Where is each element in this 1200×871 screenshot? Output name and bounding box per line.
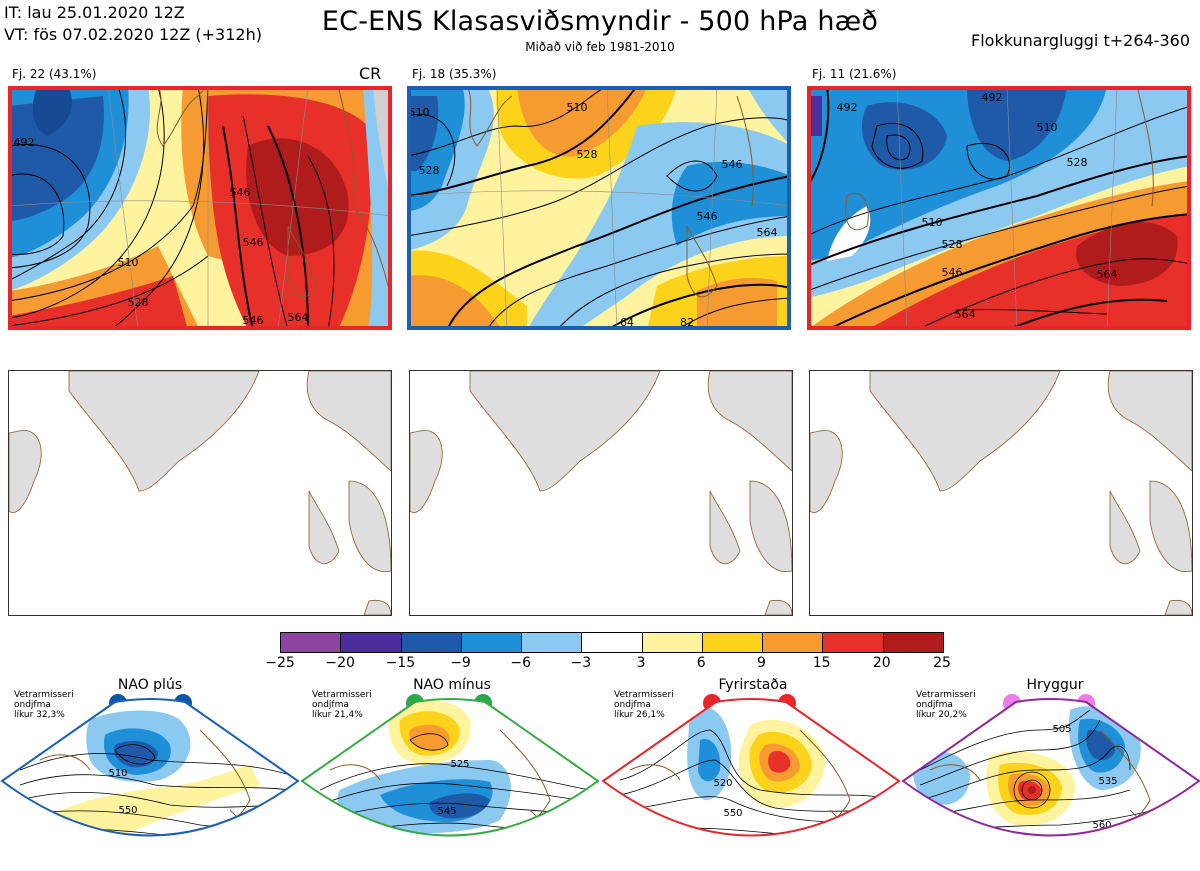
cluster-map-2[interactable]: 510 510 528 528 546 564 546 64 82 [407,86,791,330]
regime-map-nao-plus: 510 550 [0,698,300,837]
regime-1-note: Vetrarmisseri ondjfma líkur 32,3% [14,690,74,720]
colorbar-tick: −20 [325,655,355,671]
contour-label: 528 [128,296,149,309]
regime-4-title: Hryggur [1026,677,1084,693]
colorbar-tick: 15 [812,655,831,671]
contour-label: 528 [942,238,963,251]
contour-label: 564 [955,308,976,321]
panel-2-border [407,86,791,330]
colorbar-swatch [883,633,943,652]
colorbar-tick: 20 [872,655,891,671]
colorbar-tick: 3 [636,655,646,671]
contour-label: 492 [982,91,1003,104]
regime-label: 545 [437,806,456,817]
regime-fans: 510 550 52 [0,698,1200,849]
contour-label: 492 [837,101,858,114]
regime-map-ridge: 505 535 560 [901,698,1200,837]
regime-4-note: Vetrarmisseri ondjfma líkur 20,2% [916,690,976,720]
colorbar-tick: −25 [265,655,295,671]
colorbar-swatch [582,633,643,652]
regime-label: 510 [108,768,127,779]
contour-label: 528 [1067,156,1088,169]
initial-time: IT: lau 25.01.2020 12Z [4,3,185,22]
regime-map-blocking: 520 550 560 [601,698,901,837]
valid-time: VT: fös 07.02.2020 12Z (+312h) [4,25,262,44]
colorbar-tick: −6 [510,655,532,671]
contour-label: 546 [942,266,963,279]
cluster-map-3[interactable]: 492 510 528 510 528 546 564 564 492 [807,86,1191,330]
panel-3-border [807,86,1191,330]
colorbar-tick: 9 [756,655,766,671]
colorbar-swatch [281,633,342,652]
regime-label: 525 [450,759,469,770]
contour-label: 510 [567,101,588,114]
colorbar-swatch [522,633,583,652]
contour-label: 564 [1097,268,1118,281]
panel-1-tag: CR [359,64,382,83]
colorbar-swatch [763,633,824,652]
contour-label: 492 [14,136,35,149]
contour-label: 546 [722,158,743,171]
regime-map-nao-minus: 525 545 565 [300,698,600,849]
header-run-info: IT: lau 25.01.2020 12Z VT: fös 07.02.202… [4,2,262,46]
colorbar-tick: −3 [570,655,592,671]
regime-label: 520 [713,778,732,789]
contour-label: 510 [409,106,430,119]
colorbar-swatch [823,633,884,652]
regime-2-note: Vetrarmisseri ondjfma líkur 21,4% [312,690,372,720]
regime-label: 560 [1092,820,1111,831]
contour-label: 564 [288,311,309,324]
colorbar [280,632,944,653]
contour-label: 546 [697,210,718,223]
empty-map-3[interactable] [809,370,1193,616]
colorbar-swatch [401,633,462,652]
colorbar-swatch [642,633,703,652]
contour-label: 546 [243,314,264,327]
contour-label: 82 [680,316,694,329]
regime-3-note: Vetrarmisseri ondjfma líkur 26,1% [614,690,674,720]
regime-label: 550 [723,808,742,819]
empty-map-1[interactable] [8,370,392,616]
panel-1-border [8,86,392,330]
regime-2-title: NAO mínus [413,677,491,693]
empty-map-2[interactable] [409,370,793,616]
regime-label: 550 [118,805,137,816]
regime-label: 565 [445,838,464,849]
contour-label: 528 [577,148,598,161]
regime-label: 505 [1052,724,1071,735]
contour-label: 510 [922,216,943,229]
colorbar-tick: 6 [696,655,706,671]
colorbar-swatch [702,633,764,652]
regime-label: 535 [1098,776,1117,787]
panel-3-label: Fj. 11 (21.6%) [812,67,897,81]
page-title: EC-ENS Klasasviðsmyndir - 500 hPa hæð [321,6,879,37]
contour-label: 564 [757,226,778,239]
colorbar-swatch [341,633,402,652]
colorbar-swatch [461,633,523,652]
colorbar-tick: −9 [450,655,471,671]
contour-label: 510 [118,256,139,269]
contour-label: 510 [1037,121,1058,134]
regime-3-title: Fyrirstaða [718,677,788,693]
colorbar-tick: 25 [933,655,951,671]
contour-label: 528 [419,164,440,177]
cluster-map-1[interactable]: 546 546 564 528 510 528 492 546 [8,86,392,330]
page-subtitle: Miðað við feb 1981-2010 [525,40,675,54]
panel-2-label: Fj. 18 (35.3%) [412,67,497,81]
regime-1-title: NAO plús [117,677,183,693]
contour-label: 546 [243,236,264,249]
classification-window: Flokkunargluggi t+264-360 [971,31,1190,50]
contour-label: 546 [230,186,251,199]
panel-1-label: Fj. 22 (43.1%) [12,67,97,81]
contour-label: 64 [620,316,634,329]
colorbar-tick: −15 [385,655,416,671]
